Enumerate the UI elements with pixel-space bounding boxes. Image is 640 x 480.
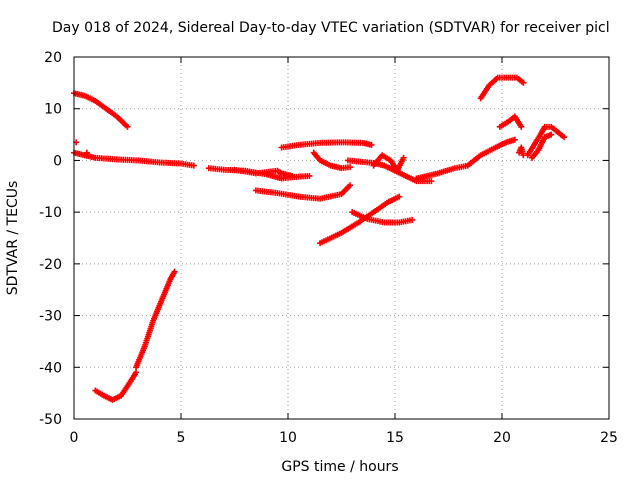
data-point: [133, 369, 140, 376]
series-arc-2: [71, 149, 197, 169]
series-arc-18: [524, 123, 568, 159]
data-point: [190, 162, 197, 169]
x-tick-label: 10: [279, 430, 297, 446]
data-point: [511, 136, 518, 143]
data-point: [347, 182, 354, 189]
series-arc-11: [349, 209, 416, 226]
series-arc-9: [310, 149, 354, 172]
data-point: [306, 172, 313, 179]
series-marks: [71, 74, 568, 403]
x-tick-label: 25: [600, 430, 618, 446]
y-tick-label: 0: [53, 153, 62, 169]
y-tick-label: 20: [44, 50, 62, 66]
chart-title: Day 018 of 2024, Sidereal Day-to-day VTE…: [52, 20, 610, 36]
series-arc-1: [71, 90, 131, 130]
series-arc-19: [528, 131, 555, 161]
data-point: [396, 193, 403, 200]
series-arc-7: [252, 182, 354, 202]
x-tick-label: 20: [493, 430, 511, 446]
series-arc-14: [413, 136, 518, 182]
data-point: [409, 216, 416, 223]
grid-lines: [74, 57, 609, 419]
data-point: [289, 172, 296, 179]
series-arc-4: [133, 268, 178, 371]
tick-labels: 0 5 10 15 20 25 -50 -40 -30 -20 -10 0 10 20: [39, 50, 618, 446]
data-point: [347, 164, 354, 171]
y-tick-label: -30: [39, 309, 62, 325]
series-arc-10: [317, 193, 403, 247]
y-axis-title: SDTVAR / TECUs: [5, 181, 21, 296]
series-outlier-2: [83, 149, 90, 156]
ticks: [73, 56, 610, 420]
x-tick-label: 0: [70, 430, 79, 446]
data-point: [518, 123, 525, 130]
data-point: [561, 134, 568, 141]
y-tick-label: -40: [39, 360, 62, 376]
data-point: [520, 79, 527, 86]
x-tick-label: 5: [177, 430, 186, 446]
series-arc-13: [370, 152, 407, 174]
y-tick-label: -20: [39, 257, 62, 273]
series-arc-15: [477, 74, 527, 102]
data-point: [548, 131, 555, 138]
y-tick-label: -50: [39, 412, 62, 428]
series-arc-16: [496, 113, 525, 130]
data-point: [400, 154, 407, 161]
y-tick-label: 10: [44, 102, 62, 118]
data-point: [368, 141, 375, 148]
plot-frame: [73, 56, 610, 420]
x-axis-title: GPS time / hours: [281, 459, 398, 475]
y-tick-label: -10: [39, 205, 62, 221]
series-arc-6: [231, 166, 296, 179]
data-point: [428, 178, 435, 185]
series-arc-17: [516, 144, 527, 159]
series-arc-3: [92, 369, 140, 403]
series-arc-8: [278, 139, 375, 151]
data-point: [171, 268, 178, 275]
x-tick-label: 15: [386, 430, 404, 446]
data-point: [124, 123, 131, 130]
data-point: [83, 149, 90, 156]
